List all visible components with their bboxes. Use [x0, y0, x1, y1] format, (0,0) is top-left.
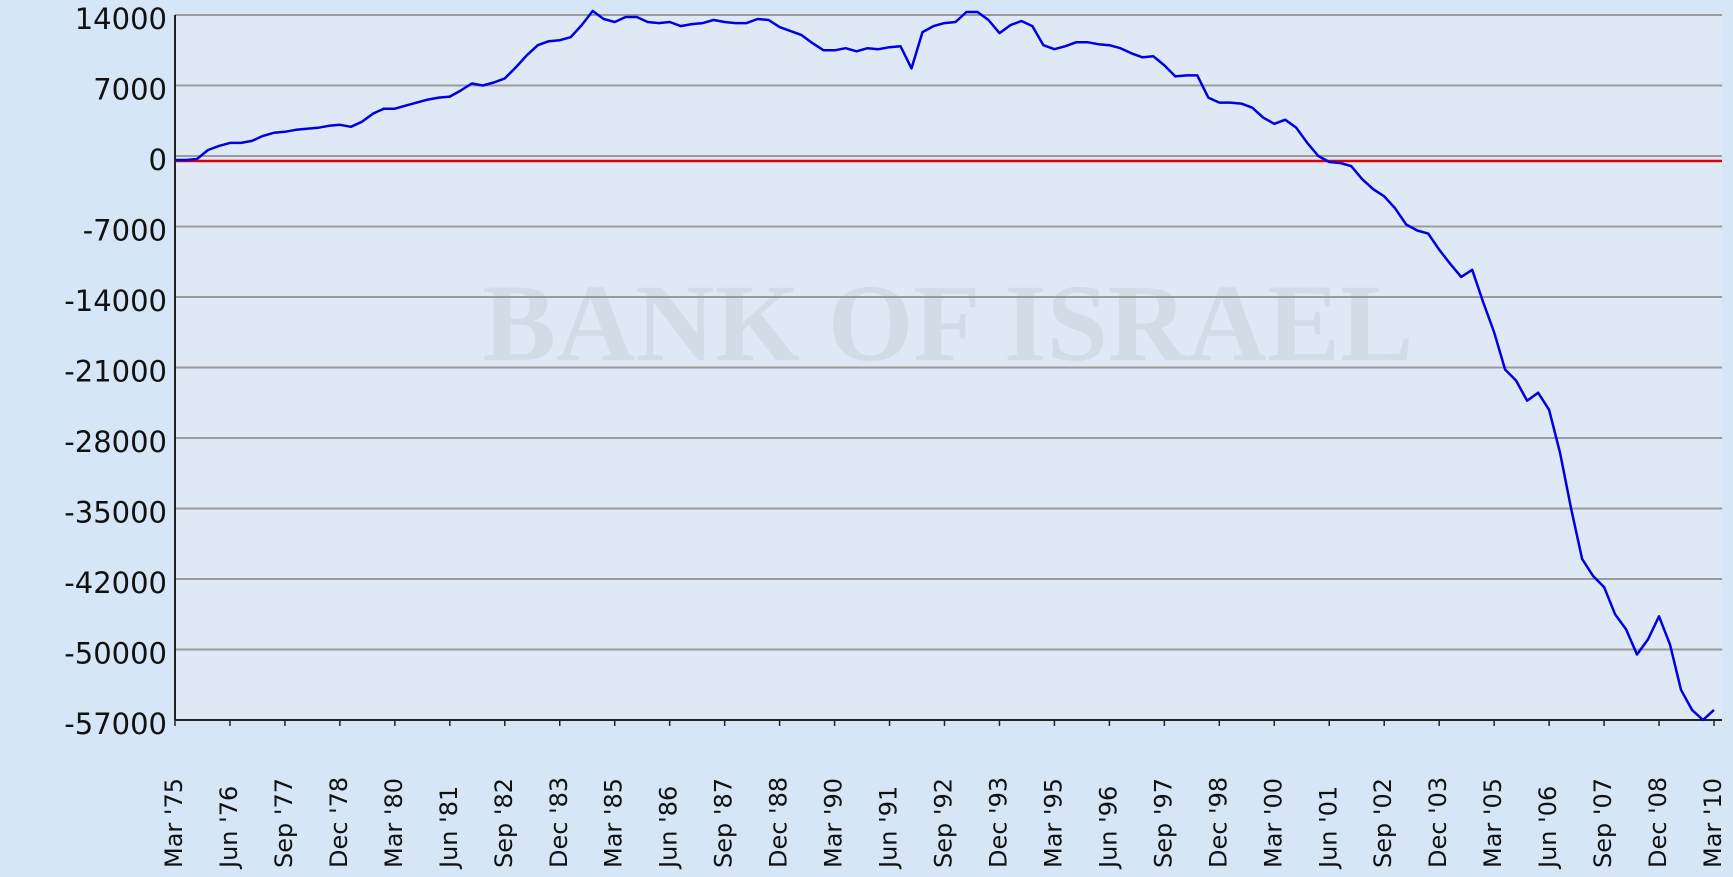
x-tick-label: Dec '93 [984, 777, 1012, 868]
y-tick-label: 0 [149, 143, 167, 177]
y-tick-label: 7000 [93, 73, 167, 107]
x-tick-label: Dec '08 [1644, 777, 1672, 868]
x-tick-label: Sep '97 [1149, 778, 1177, 868]
y-tick-label: -35000 [64, 496, 167, 530]
data-line [175, 9, 1715, 722]
x-tick-label: Mar '10 [1699, 778, 1727, 868]
x-tick-label: Mar '75 [160, 778, 188, 868]
x-tick-label: Mar '95 [1039, 778, 1067, 868]
y-tick-label: -42000 [64, 566, 167, 600]
y-tick-label: -50000 [64, 637, 167, 671]
y-tick-label: -28000 [64, 425, 167, 459]
x-tick-label: Jun '96 [1094, 786, 1122, 870]
watermark: BANK OF ISRAEL [482, 262, 1413, 384]
y-tick-label: -21000 [64, 355, 167, 389]
x-tick-label: Jun '76 [215, 786, 243, 870]
x-tick-label: Dec '98 [1204, 777, 1232, 868]
x-tick-label: Mar '80 [380, 778, 408, 868]
x-tick-label: Jun '06 [1534, 786, 1562, 870]
x-tick-label: Mar '05 [1479, 778, 1507, 868]
x-tick-label: Jun '91 [875, 786, 903, 870]
y-tick-label: 14000 [75, 2, 167, 36]
y-tick-label: -14000 [64, 284, 167, 318]
x-tick-label: Sep '82 [490, 778, 518, 868]
x-tick-label: Sep '07 [1589, 778, 1617, 868]
x-tick-label: Dec '83 [545, 777, 573, 868]
x-tick-label: Mar '90 [820, 778, 848, 868]
x-tick-label: Jun '81 [435, 786, 463, 870]
x-tick-label: Sep '92 [930, 778, 958, 868]
x-tick-label: Jun '86 [655, 786, 683, 870]
x-tick-label: Dec '03 [1424, 777, 1452, 868]
y-tick-label: -7000 [83, 214, 167, 248]
x-tick-label: Dec '88 [765, 777, 793, 868]
y-tick-label: -57000 [64, 707, 167, 741]
x-tick-label: Jun '01 [1314, 786, 1342, 870]
x-tick-label: Mar '85 [600, 778, 628, 868]
x-tick-label: Sep '87 [710, 778, 738, 868]
x-tick-label: Sep '02 [1369, 778, 1397, 868]
x-tick-label: Sep '77 [270, 778, 298, 868]
x-tick-label: Mar '00 [1259, 778, 1287, 868]
x-tick-label: Dec '78 [325, 777, 353, 868]
